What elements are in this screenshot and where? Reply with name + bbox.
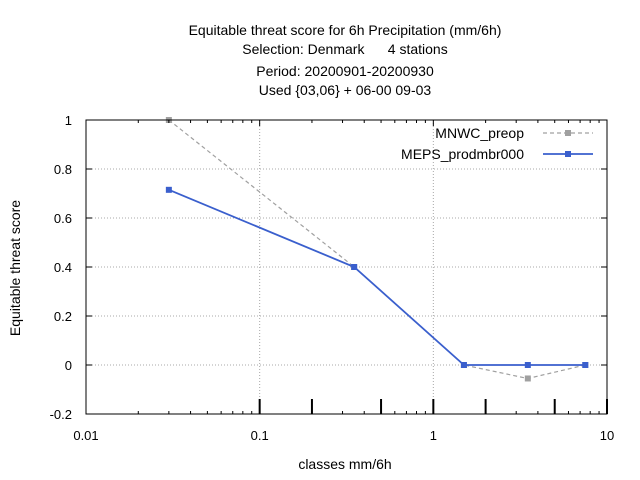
y-tick-label: 1 [65,113,72,128]
data-point [524,375,531,382]
y-tick-label: 0.2 [54,309,72,324]
legend-marker [565,130,571,136]
data-point [582,362,589,368]
series-line [168,119,586,380]
legend-label: MNWC_preop [435,125,524,141]
data-point [524,362,531,368]
y-tick-label: 0.6 [54,211,72,226]
data-point [351,264,358,270]
series-line [168,188,586,366]
y-tick-label: 0.4 [54,260,72,275]
x-tick-label: 1 [430,428,437,443]
y-axis-label: Equitable threat score [7,200,23,336]
series-layer [165,117,589,382]
x-tick-label: 0.01 [73,428,98,443]
title-line-1: Equitable threat score for 6h Precipitat… [189,22,502,38]
title-line-4: Used {03,06} + 06-00 09-03 [259,82,432,98]
title-line-3: Period: 20200901-20200930 [256,63,434,79]
legend-marker [565,151,571,157]
y-tick-label: 0.8 [54,162,72,177]
y-tick-label: -0.2 [50,407,72,422]
grid [86,120,607,414]
x-tick-label: 0.1 [251,428,269,443]
tick-labels: -0.2 0 0.2 0.4 0.6 0.8 1 0.01 0.1 1 10 [50,113,615,443]
y-tick-label: 0 [65,358,72,373]
data-point [165,186,172,193]
x-tick-label: 10 [600,428,614,443]
ticks [85,119,608,415]
title-line-2: Selection: Denmark 4 stations [242,41,447,57]
legend-label: MEPS_prodmbr000 [401,146,524,162]
x-axis-label: classes mm/6h [298,456,391,472]
chart-title: Equitable threat score for 6h Precipitat… [189,22,502,98]
data-point [460,362,467,368]
legend: MNWC_preop MEPS_prodmbr000 [401,125,593,162]
